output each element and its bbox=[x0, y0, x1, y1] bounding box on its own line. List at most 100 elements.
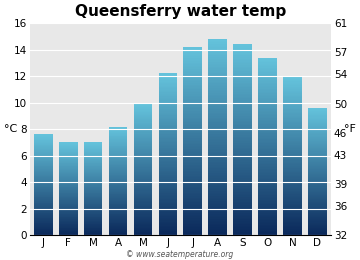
Bar bbox=[283, 208, 302, 209]
Bar bbox=[308, 231, 327, 232]
Bar bbox=[233, 140, 252, 141]
Bar bbox=[283, 110, 302, 112]
Bar bbox=[208, 111, 227, 113]
Bar bbox=[134, 124, 152, 125]
Bar bbox=[258, 74, 277, 75]
Bar bbox=[158, 127, 177, 129]
Bar bbox=[158, 76, 177, 77]
Bar bbox=[158, 172, 177, 173]
Bar bbox=[34, 190, 53, 191]
Bar bbox=[59, 233, 77, 234]
Bar bbox=[208, 73, 227, 75]
Bar bbox=[158, 82, 177, 83]
Bar bbox=[34, 206, 53, 207]
Bar bbox=[134, 157, 152, 158]
Bar bbox=[59, 196, 77, 197]
Bar bbox=[233, 153, 252, 154]
Bar bbox=[59, 186, 77, 187]
Bar bbox=[258, 225, 277, 226]
Bar bbox=[109, 211, 127, 212]
Bar bbox=[233, 178, 252, 180]
Bar bbox=[134, 138, 152, 139]
Bar bbox=[59, 192, 77, 193]
Bar bbox=[84, 232, 103, 233]
Bar bbox=[308, 162, 327, 163]
Bar bbox=[258, 212, 277, 213]
Bar bbox=[59, 180, 77, 181]
Bar bbox=[34, 228, 53, 229]
Bar bbox=[258, 204, 277, 206]
Bar bbox=[283, 223, 302, 225]
Bar bbox=[134, 106, 152, 107]
Bar bbox=[208, 113, 227, 114]
Bar bbox=[134, 174, 152, 175]
Bar bbox=[158, 208, 177, 210]
Bar bbox=[308, 150, 327, 152]
Bar bbox=[34, 201, 53, 202]
Bar bbox=[308, 127, 327, 128]
Bar bbox=[283, 126, 302, 127]
Bar bbox=[283, 233, 302, 234]
Bar bbox=[208, 198, 227, 199]
Bar bbox=[109, 157, 127, 158]
Bar bbox=[233, 160, 252, 162]
Bar bbox=[134, 211, 152, 212]
Bar bbox=[134, 164, 152, 165]
Bar bbox=[208, 199, 227, 201]
Bar bbox=[134, 197, 152, 198]
Bar bbox=[233, 114, 252, 116]
Bar bbox=[59, 156, 77, 157]
Bar bbox=[109, 173, 127, 174]
Bar bbox=[208, 196, 227, 198]
Bar bbox=[34, 170, 53, 171]
Bar bbox=[109, 234, 127, 235]
Bar bbox=[109, 168, 127, 169]
Bar bbox=[308, 194, 327, 195]
Bar bbox=[134, 182, 152, 183]
Bar bbox=[158, 95, 177, 96]
Bar bbox=[109, 229, 127, 230]
Bar bbox=[134, 151, 152, 152]
Bar bbox=[233, 103, 252, 105]
Bar bbox=[184, 116, 202, 118]
Bar bbox=[233, 44, 252, 46]
Bar bbox=[283, 191, 302, 192]
Bar bbox=[109, 159, 127, 160]
Bar bbox=[59, 182, 77, 183]
Bar bbox=[134, 107, 152, 108]
Bar bbox=[59, 155, 77, 156]
Bar bbox=[158, 148, 177, 149]
Bar bbox=[184, 107, 202, 108]
Bar bbox=[308, 216, 327, 217]
Bar bbox=[258, 112, 277, 114]
Bar bbox=[184, 86, 202, 88]
Bar bbox=[208, 181, 227, 183]
Bar bbox=[84, 164, 103, 165]
Bar bbox=[283, 102, 302, 104]
Bar bbox=[84, 226, 103, 227]
Bar bbox=[308, 186, 327, 187]
Bar bbox=[184, 118, 202, 119]
Bar bbox=[308, 165, 327, 166]
Bar bbox=[59, 158, 77, 159]
Bar bbox=[134, 224, 152, 225]
Bar bbox=[34, 230, 53, 231]
Bar bbox=[59, 189, 77, 190]
Bar bbox=[134, 234, 152, 235]
Bar bbox=[308, 121, 327, 122]
Bar bbox=[34, 226, 53, 227]
Bar bbox=[34, 207, 53, 208]
Bar bbox=[158, 162, 177, 164]
Bar bbox=[258, 210, 277, 212]
Bar bbox=[208, 217, 227, 219]
Bar bbox=[84, 191, 103, 192]
Bar bbox=[59, 218, 77, 219]
Bar bbox=[134, 146, 152, 147]
Bar bbox=[134, 219, 152, 220]
Bar bbox=[283, 158, 302, 159]
Bar bbox=[109, 137, 127, 138]
Bar bbox=[134, 223, 152, 224]
Bar bbox=[258, 154, 277, 155]
Bar bbox=[59, 166, 77, 167]
Bar bbox=[34, 184, 53, 185]
